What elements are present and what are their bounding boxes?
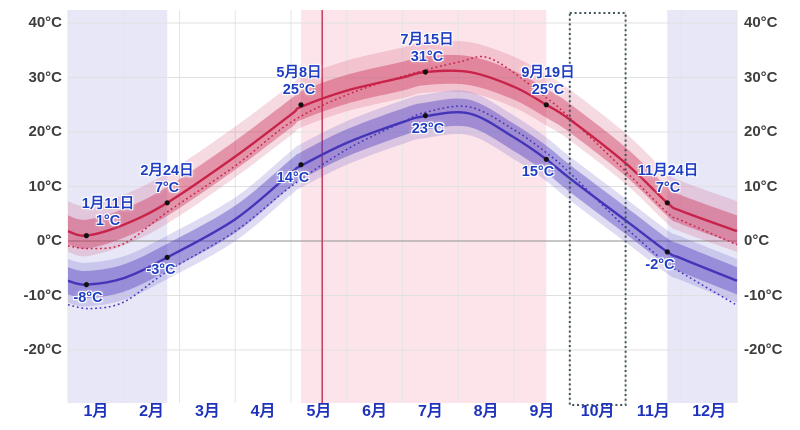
y-tick-label-right: 30°C <box>744 69 778 86</box>
y-tick-label-left: 30°C <box>28 69 62 86</box>
annotation-value: 1°C <box>95 213 121 229</box>
annotation-low: 23°C <box>412 121 444 138</box>
annotation-dot <box>543 102 549 108</box>
annotation-date: 5月8日 <box>276 65 322 81</box>
annotation-dot <box>83 233 89 239</box>
annotation-low: 15°C <box>522 164 554 181</box>
y-tick-label-left: 40°C <box>28 14 62 31</box>
y-tick-label-right: 10°C <box>744 178 778 195</box>
annotation-dot <box>664 200 670 206</box>
y-tick-label-left: 20°C <box>28 123 62 140</box>
month-highlight-box[interactable] <box>568 12 627 406</box>
high-outer-band <box>68 40 737 257</box>
annotation-date: 1月11日 <box>81 196 135 212</box>
y-tick-label-left: 0°C <box>36 232 62 249</box>
month-label[interactable]: 1月 <box>83 403 109 420</box>
annotation-dot <box>543 156 549 162</box>
annotation-value: 23°C <box>411 121 445 137</box>
y-tick-label-right: 40°C <box>744 14 778 31</box>
annotation-low: -3°C <box>146 262 175 279</box>
annotation-low: -8°C <box>73 290 102 307</box>
average-high-dotted-line <box>67 55 738 250</box>
month-label[interactable]: 12月 <box>692 403 726 420</box>
annotation-low: -2°C <box>645 257 674 274</box>
annotation-high: 7月15日 31°C <box>400 32 453 66</box>
annotation-dot <box>298 162 304 168</box>
annotation-value: -8°C <box>73 290 103 306</box>
month-label[interactable]: 9月 <box>529 403 555 420</box>
month-label[interactable]: 2月 <box>139 403 165 420</box>
y-tick-label-left: 10°C <box>28 178 62 195</box>
annotation-value: 15°C <box>521 164 555 180</box>
annotation-date: 7月15日 <box>400 32 454 48</box>
high-inner-band <box>68 54 737 249</box>
month-label[interactable]: 3月 <box>194 403 220 420</box>
annotation-high: 9月19日 25°C <box>521 65 574 99</box>
annotation-dot <box>164 200 170 206</box>
annotation-high: 2月24日 7°C <box>140 163 193 197</box>
y-tick-label-right: 0°C <box>744 232 770 249</box>
annotation-value: 7°C <box>154 180 180 196</box>
y-tick-label-right: -10°C <box>744 287 783 304</box>
annotation-value: 7°C <box>655 180 681 196</box>
cold-season-start-band <box>68 10 168 403</box>
month-label[interactable]: 10月 <box>580 403 615 420</box>
cold-season-end-band <box>667 10 737 403</box>
annotation-value: 25°C <box>282 82 316 98</box>
month-label[interactable]: 7月 <box>417 403 443 420</box>
annotation-dot <box>298 102 304 108</box>
y-tick-label-left: -10°C <box>23 287 62 304</box>
annotation-date: 11月24日 <box>637 163 699 179</box>
y-tick-label-left: -20°C <box>23 341 62 358</box>
month-label[interactable]: 8月 <box>473 403 499 420</box>
annotation-value: 25°C <box>531 82 565 98</box>
month-label[interactable]: 6月 <box>362 403 388 420</box>
month-label[interactable]: 4月 <box>250 403 276 420</box>
annotation-high: 1月11日 1°C <box>82 196 134 230</box>
warm-season-band <box>301 10 547 403</box>
annotation-dot <box>83 282 89 288</box>
average-low-dotted-line <box>67 105 738 310</box>
annotation-date: 9月19日 <box>521 65 575 81</box>
annotation-value: 14°C <box>276 170 310 186</box>
annotation-low: 14°C <box>277 170 309 187</box>
annotation-value: 31°C <box>410 49 444 65</box>
low-outer-band <box>68 90 737 307</box>
annotation-dot <box>422 69 428 75</box>
annotation-value: -2°C <box>645 257 675 273</box>
annotation-high: 11月24日 7°C <box>638 163 698 197</box>
annotation-high: 5月8日 25°C <box>276 65 321 99</box>
y-tick-label-right: 20°C <box>744 123 778 140</box>
annotation-dot <box>664 249 670 255</box>
month-label[interactable]: 11月 <box>636 403 670 420</box>
annotation-dot <box>164 254 170 260</box>
annotation-date: 2月24日 <box>140 163 194 179</box>
annotation-value: -3°C <box>146 262 176 278</box>
month-label[interactable]: 5月 <box>306 403 332 420</box>
y-tick-label-right: -20°C <box>744 341 783 358</box>
annotation-dot <box>422 113 428 119</box>
low-inner-band <box>68 98 737 299</box>
